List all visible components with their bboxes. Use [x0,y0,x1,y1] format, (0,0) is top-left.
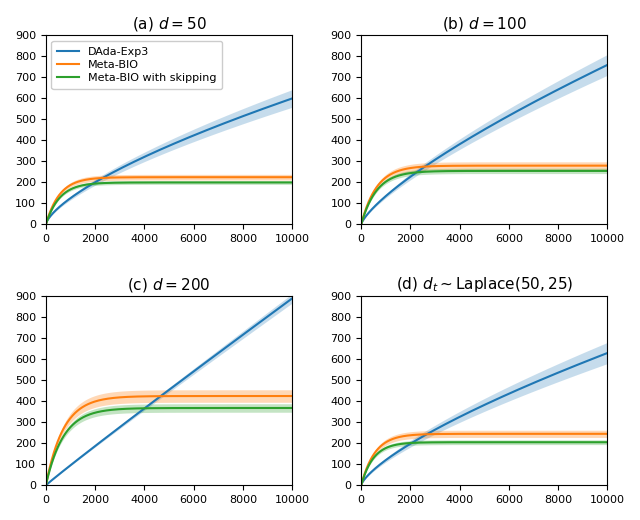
Title: (a) $d = 50$: (a) $d = 50$ [132,15,207,33]
Title: (b) $d = 100$: (b) $d = 100$ [442,15,527,33]
Title: (c) $d = 200$: (c) $d = 200$ [127,276,211,294]
Legend: DAda-Exp3, Meta-BIO, Meta-BIO with skipping: DAda-Exp3, Meta-BIO, Meta-BIO with skipp… [51,41,222,89]
Title: (d) $d_t \sim \mathrm{Laplace}(50, 25)$: (d) $d_t \sim \mathrm{Laplace}(50, 25)$ [396,275,573,294]
